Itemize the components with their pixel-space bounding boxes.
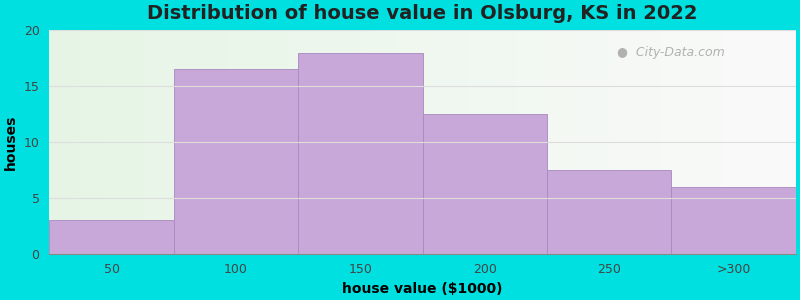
Bar: [298, 52, 422, 253]
Bar: [174, 69, 298, 254]
X-axis label: house value ($1000): house value ($1000): [342, 282, 503, 296]
Bar: [671, 187, 796, 254]
Bar: [547, 170, 671, 254]
Bar: [50, 220, 174, 254]
Y-axis label: houses: houses: [4, 114, 18, 169]
Bar: [422, 114, 547, 254]
Title: Distribution of house value in Olsburg, KS in 2022: Distribution of house value in Olsburg, …: [147, 4, 698, 23]
Text: ●  City-Data.com: ● City-Data.com: [617, 46, 725, 59]
